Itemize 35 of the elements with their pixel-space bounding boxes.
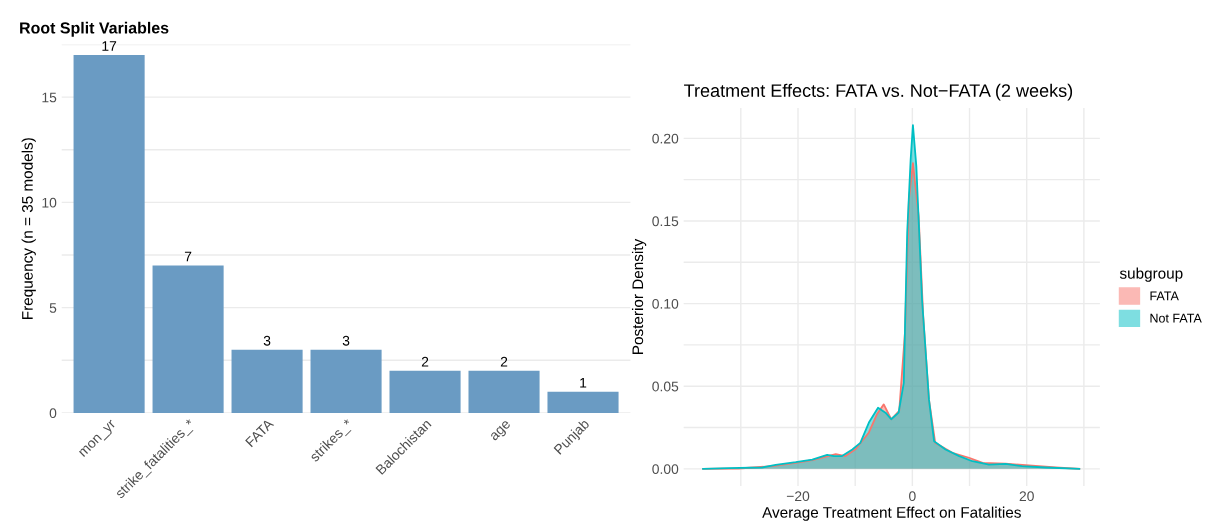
chart-title: Root Split Variables <box>20 21 169 37</box>
legend-label: FATA <box>1150 291 1179 301</box>
data-label: 17 <box>102 41 117 51</box>
y-tick-label: 0.05 <box>652 381 679 392</box>
x-tick-label: 0 <box>909 491 916 502</box>
y-axis-title: Posterior Density <box>631 238 647 354</box>
chart-title: Treatment Effects: FATA vs. Not−FATA (2 weeks) <box>684 83 1073 101</box>
x-tick-label: −20 <box>786 491 810 502</box>
bar <box>152 265 224 413</box>
y-axis-title: Frequency (n = 35 models) <box>21 138 36 319</box>
y-tick-label: 0.20 <box>652 133 679 144</box>
data-label: 3 <box>342 335 350 346</box>
bar <box>73 55 145 413</box>
y-tick-label: 15 <box>42 92 57 103</box>
y-tick-label: 10 <box>42 197 57 208</box>
data-label: 3 <box>263 335 271 346</box>
y-tick-label: 5 <box>49 303 57 313</box>
y-tick-label: 0.00 <box>652 464 679 474</box>
legend-label: Not FATA <box>1150 313 1202 323</box>
x-tick-label: age <box>489 420 513 443</box>
x-tick-label: 20 <box>1019 491 1034 502</box>
y-tick-label: 0.10 <box>652 298 679 309</box>
data-label: 1 <box>580 378 587 388</box>
data-label: 2 <box>500 356 508 367</box>
legend-title: subgroup <box>1119 267 1183 282</box>
bar <box>310 349 382 413</box>
y-tick-label: 0 <box>49 408 57 419</box>
data-label: 7 <box>184 251 192 262</box>
bar <box>231 349 303 413</box>
x-axis-title: Average Treatment Effect on Fatalities <box>762 506 1021 521</box>
y-tick-label: 0.15 <box>652 216 679 227</box>
bar <box>389 370 461 413</box>
data-label: 2 <box>421 356 429 367</box>
bar <box>468 370 540 413</box>
bar <box>547 391 619 413</box>
